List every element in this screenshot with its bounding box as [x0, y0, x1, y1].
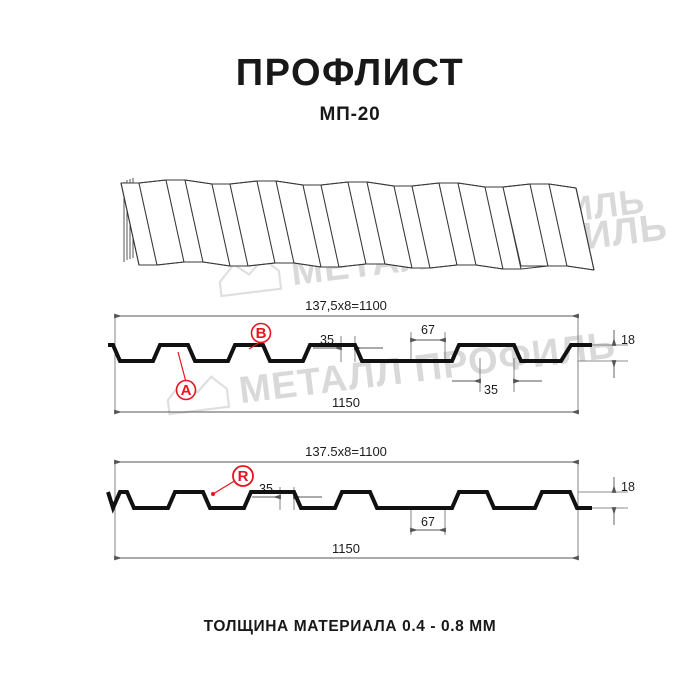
page-subtitle: МП-20 — [319, 104, 381, 125]
dim-rib-lower-flat: 35 — [452, 378, 542, 397]
material-thickness-note: ТОЛЩИНА МАТЕРИАЛА 0.4 - 0.8 ММ — [203, 618, 497, 635]
dim-valley-flat-label: 67 — [421, 515, 435, 529]
profile-3d-isometric-view — [120, 178, 595, 271]
profile-outline-front — [108, 343, 592, 363]
dim-pitch-total-top: 137,5x8=1100 — [114, 298, 579, 319]
dim-overall-width-label: 1150 — [332, 395, 360, 410]
callout-r-label: R — [238, 468, 249, 485]
dim-pitch-total-label: 137.5x8=1100 — [305, 444, 387, 459]
callout-r-anchor — [211, 492, 215, 496]
watermark-middle: МЕТАЛЛ ПРОФИЛЬ — [166, 324, 618, 416]
metall-profil-roof-logo — [166, 375, 231, 416]
extension-lines — [114, 462, 628, 558]
dim-height-18-label: 18 — [621, 480, 635, 494]
dim-height-18: 18 — [611, 330, 635, 378]
dim-overall-width-bottom-section: 1150 — [114, 541, 579, 561]
dim-valley-flat: 67 — [410, 515, 446, 533]
dim-overall-width-label: 1150 — [332, 541, 360, 556]
page-title: ПРОФЛИСТ — [235, 52, 465, 94]
dim-rib-lower-flat-label: 35 — [484, 383, 498, 397]
cross-section-front: 137,5x8=1100 35 67 35 — [108, 298, 635, 415]
callout-a-circle — [175, 379, 197, 401]
dim-height-18: 18 — [611, 477, 635, 525]
callout-r: R — [211, 465, 254, 496]
callout-a: A — [175, 351, 197, 401]
profile-outline-back — [106, 490, 592, 514]
extension-lines — [114, 316, 628, 412]
callout-a-label: A — [181, 382, 192, 399]
callout-b: B — [248, 322, 272, 350]
dim-overall-width-top-section: 1150 — [114, 395, 579, 415]
callout-r-circle — [232, 465, 254, 487]
dim-pitch-total-bottom: 137.5x8=1100 — [114, 444, 579, 465]
dim-height-18-label: 18 — [621, 333, 635, 347]
cross-section-back: 137.5x8=1100 35 67 18 1150 — [106, 444, 635, 561]
watermark-text: МЕТАЛЛ ПРОФИЛЬ — [237, 324, 618, 412]
callout-b-label: B — [256, 325, 267, 342]
callout-b-circle — [250, 322, 272, 344]
dim-valley-flat-label: 67 — [421, 323, 435, 337]
dim-rib-top-flat: 35 — [252, 482, 322, 500]
dim-pitch-total-label: 137,5x8=1100 — [305, 298, 387, 313]
dim-valley-flat: 67 — [410, 323, 446, 343]
